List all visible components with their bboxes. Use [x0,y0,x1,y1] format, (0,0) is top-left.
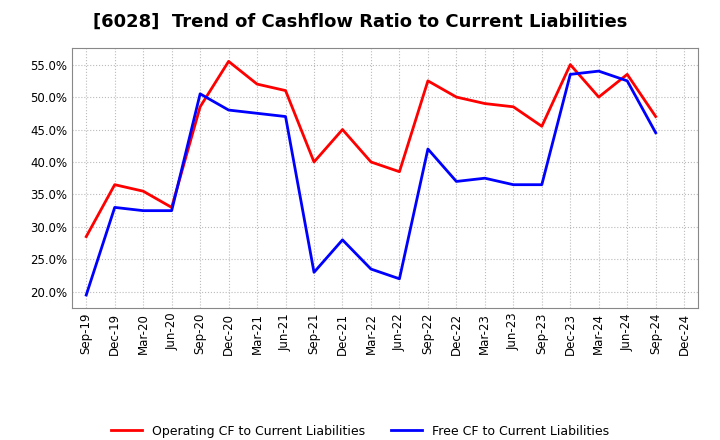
Free CF to Current Liabilities [623,78,631,84]
Operating CF to Current Liabilities [139,188,148,194]
Operating CF to Current Liabilities [537,124,546,129]
Operating CF to Current Liabilities [566,62,575,67]
Operating CF to Current Liabilities [366,159,375,165]
Free CF to Current Liabilities [595,69,603,74]
Operating CF to Current Liabilities [225,59,233,64]
Operating CF to Current Liabilities [282,88,290,93]
Operating CF to Current Liabilities [110,182,119,187]
Legend: Operating CF to Current Liabilities, Free CF to Current Liabilities: Operating CF to Current Liabilities, Fre… [106,420,614,440]
Operating CF to Current Liabilities [310,159,318,165]
Operating CF to Current Liabilities [395,169,404,174]
Free CF to Current Liabilities [423,147,432,152]
Operating CF to Current Liabilities [623,72,631,77]
Free CF to Current Liabilities [196,91,204,96]
Operating CF to Current Liabilities [509,104,518,110]
Free CF to Current Liabilities [566,72,575,77]
Free CF to Current Liabilities [480,176,489,181]
Line: Operating CF to Current Liabilities: Operating CF to Current Liabilities [86,61,656,237]
Free CF to Current Liabilities [167,208,176,213]
Free CF to Current Liabilities [310,270,318,275]
Line: Free CF to Current Liabilities: Free CF to Current Liabilities [86,71,656,295]
Operating CF to Current Liabilities [167,205,176,210]
Free CF to Current Liabilities [225,107,233,113]
Free CF to Current Liabilities [366,267,375,272]
Free CF to Current Liabilities [282,114,290,119]
Free CF to Current Liabilities [652,130,660,136]
Operating CF to Current Liabilities [652,114,660,119]
Operating CF to Current Liabilities [480,101,489,106]
Free CF to Current Liabilities [509,182,518,187]
Free CF to Current Liabilities [395,276,404,282]
Free CF to Current Liabilities [338,237,347,242]
Free CF to Current Liabilities [139,208,148,213]
Operating CF to Current Liabilities [253,81,261,87]
Free CF to Current Liabilities [110,205,119,210]
Free CF to Current Liabilities [537,182,546,187]
Operating CF to Current Liabilities [452,95,461,100]
Operating CF to Current Liabilities [196,104,204,110]
Free CF to Current Liabilities [82,292,91,297]
Free CF to Current Liabilities [452,179,461,184]
Text: [6028]  Trend of Cashflow Ratio to Current Liabilities: [6028] Trend of Cashflow Ratio to Curren… [93,13,627,31]
Operating CF to Current Liabilities [423,78,432,84]
Operating CF to Current Liabilities [338,127,347,132]
Operating CF to Current Liabilities [82,234,91,239]
Operating CF to Current Liabilities [595,95,603,100]
Free CF to Current Liabilities [253,110,261,116]
